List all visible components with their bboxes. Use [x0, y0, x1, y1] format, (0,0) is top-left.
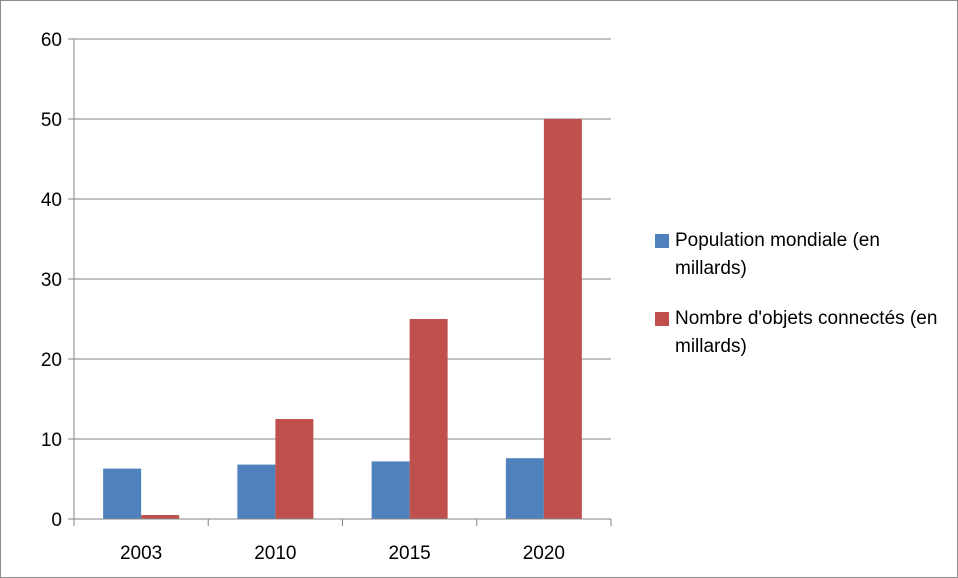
gridlines: [74, 38, 611, 440]
axes: [68, 38, 612, 526]
legend: Population mondiale (en millards) Nombre…: [655, 227, 955, 383]
bar-objects-2003: [141, 515, 180, 519]
tick-labels: 0 10 20 30 40 50 60 2003 2010 2015 2020: [41, 30, 565, 564]
bar-population-2015: [371, 461, 410, 519]
legend-item-population: Population mondiale (en millards): [655, 227, 955, 283]
legend-swatch-population: [655, 234, 669, 248]
bar-population-2003: [103, 468, 142, 519]
bar-objects-2010: [275, 419, 314, 519]
x-tick-label-2015: 2015: [388, 543, 430, 564]
y-tick-label-50: 50: [41, 110, 62, 131]
bar-population-2020: [505, 458, 544, 519]
y-tick-label-20: 20: [41, 350, 62, 371]
bar-objects-2015: [409, 319, 448, 519]
bar-population-2010: [237, 464, 276, 519]
legend-item-objects: Nombre d'objets connectés (en millards): [655, 305, 955, 361]
bar-objects-2020: [543, 119, 582, 519]
legend-label-population: Population mondiale (en millards): [675, 230, 880, 279]
legend-label-objects: Nombre d'objets connectés (en millards): [675, 308, 938, 357]
y-tick-label-30: 30: [41, 270, 62, 291]
legend-swatch-objects: [655, 312, 669, 326]
y-tick-label-0: 0: [51, 510, 62, 531]
x-tick-label-2010: 2010: [254, 543, 296, 564]
y-tick-label-10: 10: [41, 430, 62, 451]
x-tick-label-2020: 2020: [523, 543, 565, 564]
bars: [103, 119, 582, 519]
x-tick-label-2003: 2003: [120, 543, 162, 564]
y-tick-label-60: 60: [41, 30, 62, 51]
y-tick-label-40: 40: [41, 190, 62, 211]
